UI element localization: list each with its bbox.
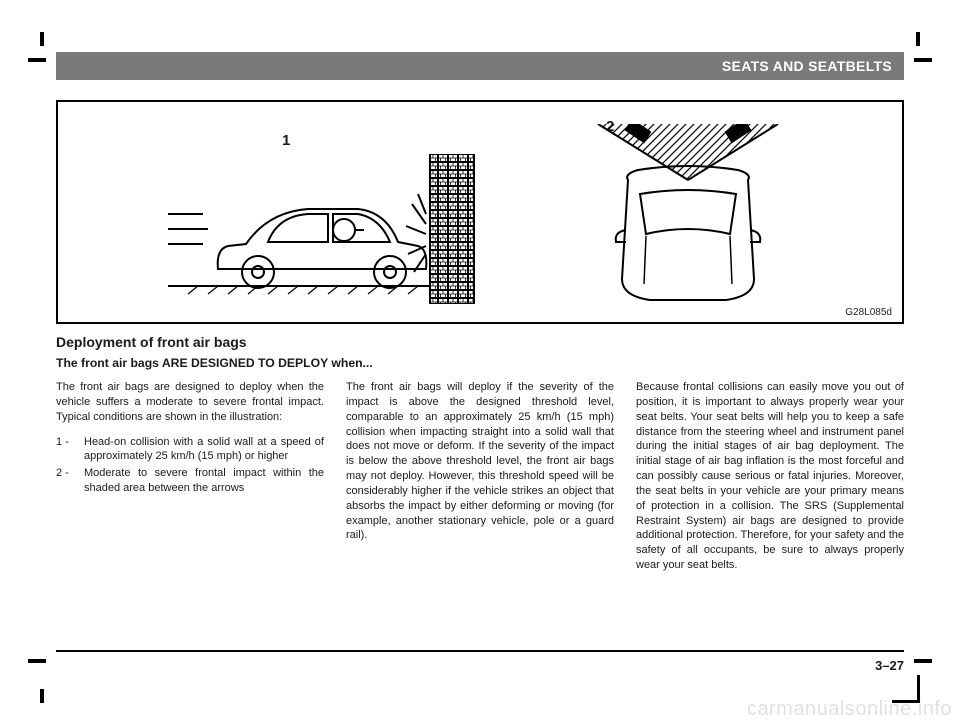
crop-mark [916,32,920,46]
col1-paragraph: The front air bags are designed to deplo… [56,380,324,425]
footer-rule [56,650,904,652]
crop-mark [28,659,46,663]
page-number: 3–27 [56,658,904,673]
figure-box: 1 2 [56,100,904,324]
car-topview-illustration [558,124,818,304]
list-text: Head-on collision with a solid wall at a… [84,435,324,465]
page: SEATS AND SEATBELTS 1 2 [0,0,960,723]
list-key: 1 - [56,435,84,465]
column-2: The front air bags will deploy if the se… [346,380,614,583]
section-header: SEATS AND SEATBELTS [56,52,904,80]
crop-mark [914,659,932,663]
crop-mark [28,58,46,62]
column-1: The front air bags are designed to deplo… [56,380,324,583]
figure-label-1: 1 [282,132,290,149]
content-area: Deployment of front air bags The front a… [56,334,904,583]
figure-code: G28L085d [845,307,892,318]
col3-paragraph: Because frontal collisions can easily mo… [636,380,904,573]
subheading-designed: The front air bags ARE DESIGNED TO DEPLO… [56,356,904,370]
page-footer: 3–27 [56,650,904,673]
crop-mark [914,58,932,62]
col2-paragraph: The front air bags will deploy if the se… [346,380,614,543]
watermark: carmanualsonline.info [747,698,952,721]
text-columns: The front air bags are designed to deplo… [56,380,904,583]
list-item: 2 - Moderate to severe frontal impact wi… [56,466,324,496]
column-3: Because frontal collisions can easily mo… [636,380,904,583]
list-item: 1 - Head-on collision with a solid wall … [56,435,324,465]
car-collision-illustration [168,154,488,304]
section-title: SEATS AND SEATBELTS [722,58,892,74]
crop-mark [40,689,44,703]
heading-deployment: Deployment of front air bags [56,334,904,350]
list-text: Moderate to severe frontal impact within… [84,466,324,496]
crop-mark [40,32,44,46]
list-key: 2 - [56,466,84,496]
